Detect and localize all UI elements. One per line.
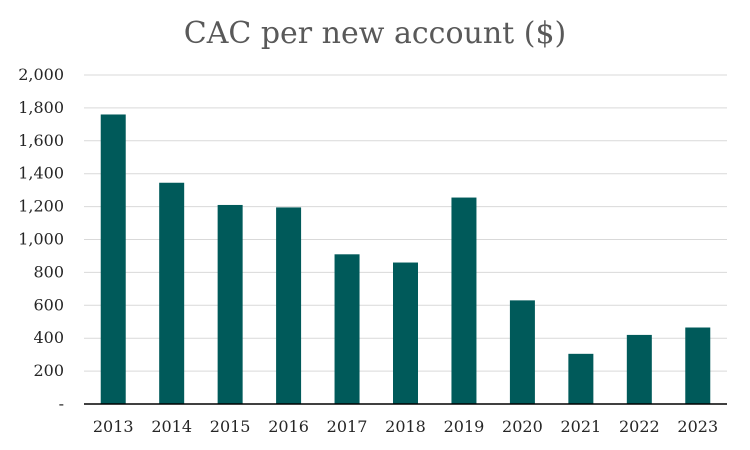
y-tick-label: 1,600 [18,131,64,150]
x-tick-label: 2015 [210,417,251,436]
y-tick-label: 1,400 [18,164,64,183]
x-tick-label: 2020 [502,417,543,436]
bar-2020 [509,300,535,404]
x-tick-label: 2019 [444,417,485,436]
x-axis-tick-labels: 2013 2014 2015 2016 2017 2018 2019 2020 2021 2022… [93,417,718,436]
x-tick-label: 2023 [677,417,718,436]
y-tick-label: - [59,394,64,413]
bars [100,114,711,404]
x-tick-label: 2017 [327,417,368,436]
y-tick-label: 1,000 [18,230,64,249]
x-tick-label: 2022 [619,417,660,436]
bar-2017 [334,254,360,404]
y-axis-tick-labels: - 200 400 600 800 1,000 1,200 1,400 1,600 1,800 2,… [18,65,64,413]
y-tick-label: 600 [33,295,64,314]
bar-2023 [685,327,711,404]
y-tick-label: 400 [33,328,64,347]
y-tick-label: 1,800 [18,98,64,117]
chart-title: CAC per new account ($) [184,16,567,51]
gridlines [84,74,727,372]
x-tick-label: 2018 [385,417,426,436]
bar-2018 [393,262,418,404]
bar-2021 [568,353,594,404]
x-tick-label: 2014 [151,417,192,436]
bar-2013 [100,114,126,404]
x-tick-label: 2016 [268,417,309,436]
y-tick-label: 800 [33,262,64,281]
x-tick-label: 2021 [561,417,602,436]
bar-2022 [626,334,652,404]
y-tick-label: 200 [33,361,64,380]
y-tick-label: 2,000 [18,65,64,84]
bar-2015 [217,204,243,404]
x-tick-label: 2013 [93,417,134,436]
y-tick-label: 1,200 [18,197,64,216]
bar-2016 [276,207,302,404]
bar-2014 [159,182,185,404]
bar-2019 [451,197,477,404]
